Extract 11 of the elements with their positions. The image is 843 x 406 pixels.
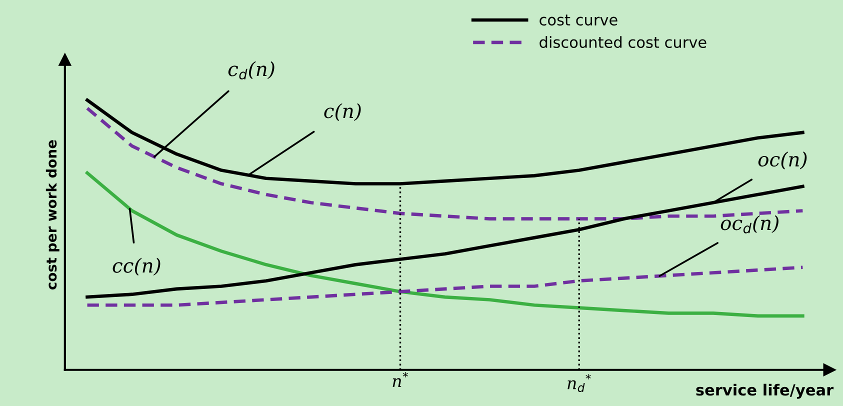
legend-label: cost curve [540, 14, 618, 26]
annotation: c(n) [324, 103, 361, 122]
legend-label: discounted cost curve [540, 36, 706, 48]
annotation: oc$_{d}$(n) [720, 215, 778, 234]
y-axis-title: cost per work done [46, 140, 60, 290]
text: c$_{d}$(n) [228, 61, 274, 80]
annotation: cc(n) [112, 258, 160, 276]
x-axis-title: service life/year [696, 384, 834, 399]
x-tick-label: n$_{d}$$^{*}$ [568, 374, 591, 392]
annotation: oc(n) [758, 152, 807, 170]
x-tick-label: n$^{*}$ [392, 372, 408, 388]
